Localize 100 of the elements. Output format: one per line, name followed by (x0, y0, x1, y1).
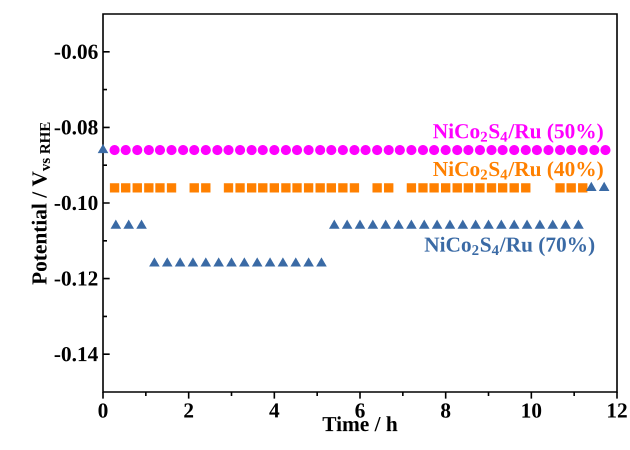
point (270, 183, 280, 193)
point (316, 183, 325, 193)
point (452, 145, 462, 156)
point (349, 145, 360, 156)
x-axis-title: Time / h (322, 416, 398, 432)
point (189, 145, 200, 156)
y-tick-label: -0.06 (54, 44, 98, 60)
x-tick-label: 6 (355, 403, 365, 418)
point (223, 145, 234, 156)
point (155, 183, 165, 193)
point (174, 258, 186, 267)
point (555, 183, 565, 193)
point (458, 220, 468, 229)
point (600, 145, 611, 156)
point (166, 183, 176, 193)
point (470, 220, 481, 229)
point (292, 183, 302, 193)
y-tick-label: -0.08 (54, 120, 98, 135)
point (316, 258, 327, 267)
point (239, 258, 250, 267)
point (278, 258, 288, 267)
point (162, 258, 172, 267)
x-tick-label: 0 (98, 403, 108, 418)
point (110, 183, 120, 193)
point (560, 220, 571, 229)
point (280, 145, 291, 156)
point (224, 183, 234, 193)
point (486, 183, 496, 193)
x-tick-label: 12 (608, 403, 627, 418)
point (384, 145, 394, 156)
point (554, 145, 566, 156)
point (475, 183, 485, 193)
point (372, 183, 382, 193)
point (235, 145, 246, 156)
point (326, 183, 336, 193)
x-tick-label: 10 (522, 403, 542, 418)
series-label: NiCo$_{2}$S$_{4}$/Ru (50%) (433, 123, 603, 143)
point (252, 258, 262, 267)
point (474, 145, 486, 156)
point (258, 183, 268, 193)
point (329, 220, 340, 229)
point (121, 183, 130, 193)
x-tick-label: 4 (269, 403, 280, 418)
point (522, 220, 532, 229)
point (246, 145, 257, 156)
point (578, 145, 588, 156)
x-tick-label: 2 (184, 403, 194, 418)
point (338, 183, 348, 193)
point (498, 183, 508, 193)
point (235, 183, 245, 193)
point (498, 145, 508, 156)
point (303, 258, 314, 267)
x-tick-label: 8 (441, 403, 450, 418)
point (543, 145, 554, 156)
point (441, 183, 450, 193)
point (188, 258, 198, 267)
point (496, 220, 506, 229)
point (154, 145, 166, 156)
point (132, 183, 142, 193)
point (200, 258, 211, 267)
point (380, 220, 391, 229)
point (464, 183, 474, 193)
point (315, 145, 326, 156)
point (419, 220, 430, 229)
point (201, 183, 210, 193)
point (578, 183, 588, 193)
point (483, 220, 494, 229)
point (548, 220, 558, 229)
point (360, 145, 371, 156)
point (532, 145, 542, 156)
point (573, 220, 584, 229)
point (110, 145, 120, 156)
point (394, 145, 405, 156)
point (304, 145, 314, 156)
point (510, 183, 519, 193)
point (226, 258, 237, 267)
point (290, 258, 301, 267)
point (452, 183, 462, 193)
point (304, 183, 314, 193)
point (214, 258, 224, 267)
point (429, 145, 440, 156)
point (281, 183, 291, 193)
series-label: NiCo$_{2}$S$_{4}$/Ru (40%) (433, 161, 603, 181)
point (444, 220, 456, 229)
point (354, 220, 366, 229)
point (586, 182, 596, 191)
point (429, 183, 439, 193)
point (264, 258, 276, 267)
point (566, 145, 576, 156)
point (338, 145, 348, 156)
point (149, 258, 160, 267)
point (521, 183, 530, 193)
point (418, 145, 428, 156)
point (136, 220, 147, 229)
point (406, 145, 416, 156)
point (589, 145, 600, 156)
point (566, 183, 576, 193)
point (406, 220, 417, 229)
point (212, 145, 222, 156)
point (534, 220, 546, 229)
